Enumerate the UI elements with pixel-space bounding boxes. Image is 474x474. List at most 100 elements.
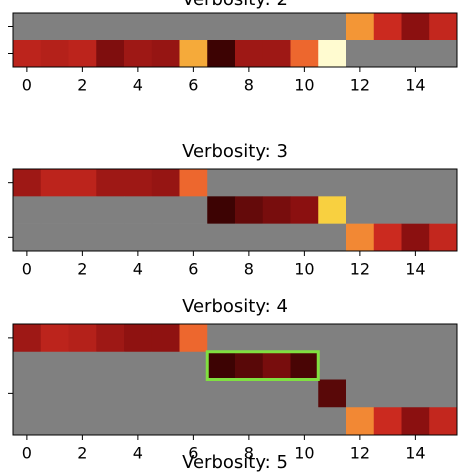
empty-cell — [262, 324, 291, 353]
cell — [346, 407, 375, 436]
empty-cell — [13, 407, 42, 436]
empty-cell — [346, 169, 375, 197]
empty-cell — [96, 407, 125, 436]
cell — [290, 196, 319, 224]
empty-cell — [235, 223, 264, 252]
empty-cell — [429, 351, 458, 380]
empty-cell — [429, 169, 458, 197]
empty-cell — [68, 407, 97, 436]
x-tick-label: 14 — [405, 76, 425, 95]
cell — [124, 324, 153, 353]
empty-cell — [346, 196, 375, 224]
cell — [68, 169, 97, 197]
cell — [207, 40, 236, 68]
cell — [207, 351, 236, 380]
cell — [318, 40, 347, 68]
empty-cell — [40, 379, 69, 408]
empty-cell — [68, 13, 97, 41]
x-tick-label: 14 — [405, 444, 425, 463]
x-tick-label: 8 — [244, 444, 254, 463]
empty-cell — [235, 324, 264, 353]
cell — [40, 40, 69, 68]
empty-cell — [124, 351, 153, 380]
empty-cell — [373, 379, 402, 408]
empty-cell — [13, 379, 42, 408]
empty-cell — [124, 196, 153, 224]
x-tick-label: 2 — [77, 444, 87, 463]
cell — [318, 196, 347, 224]
panel-title: Verbosity: 5 — [182, 452, 288, 473]
empty-cell — [151, 13, 180, 41]
cell — [235, 351, 264, 380]
empty-cell — [68, 351, 97, 380]
empty-cell — [373, 169, 402, 197]
x-tick-label: 10 — [294, 444, 314, 463]
x-tick-label: 2 — [77, 260, 87, 279]
empty-cell — [96, 351, 125, 380]
empty-cell — [96, 223, 125, 252]
cell — [40, 324, 69, 353]
empty-cell — [318, 223, 347, 252]
empty-cell — [151, 351, 180, 380]
empty-cell — [151, 196, 180, 224]
empty-cell — [235, 169, 264, 197]
axes-frame — [12, 168, 458, 252]
empty-cell — [13, 13, 42, 41]
cell — [262, 40, 291, 68]
empty-cell — [262, 407, 291, 436]
empty-cell — [151, 223, 180, 252]
empty-cell — [207, 379, 236, 408]
empty-cell — [373, 324, 402, 353]
cell — [429, 13, 458, 41]
axes-frame — [12, 323, 458, 436]
empty-cell — [262, 379, 291, 408]
empty-cell — [179, 223, 208, 252]
cell — [40, 169, 69, 197]
cell — [179, 324, 208, 353]
empty-cell — [179, 196, 208, 224]
empty-cell — [151, 407, 180, 436]
x-tick-label: 8 — [244, 260, 254, 279]
cell — [346, 223, 375, 252]
empty-cell — [290, 13, 319, 41]
empty-cell — [401, 196, 430, 224]
panel-title: Verbosity: 4 — [182, 296, 288, 317]
empty-cell — [401, 324, 430, 353]
empty-cell — [40, 351, 69, 380]
cell — [429, 223, 458, 252]
empty-cell — [96, 196, 125, 224]
x-tick-label: 12 — [350, 444, 370, 463]
x-tick-label: 2 — [77, 76, 87, 95]
empty-cell — [429, 196, 458, 224]
empty-cell — [373, 351, 402, 380]
cell — [151, 324, 180, 353]
x-tick-label: 14 — [405, 260, 425, 279]
x-tick-label: 4 — [133, 260, 143, 279]
empty-cell — [96, 13, 125, 41]
x-tick-label: 12 — [350, 76, 370, 95]
cell — [207, 196, 236, 224]
cell — [68, 324, 97, 353]
x-tick-label: 10 — [294, 260, 314, 279]
cell — [373, 223, 402, 252]
empty-cell — [318, 407, 347, 436]
cell — [346, 13, 375, 41]
cell — [373, 407, 402, 436]
cell — [179, 40, 208, 68]
empty-cell — [40, 13, 69, 41]
empty-cell — [429, 324, 458, 353]
empty-cell — [96, 379, 125, 408]
cell — [318, 379, 347, 408]
empty-cell — [401, 379, 430, 408]
empty-cell — [290, 169, 319, 197]
empty-cell — [429, 379, 458, 408]
cell — [124, 40, 153, 68]
empty-cell — [124, 13, 153, 41]
cell — [262, 196, 291, 224]
x-tick-label: 0 — [22, 444, 32, 463]
empty-cell — [179, 13, 208, 41]
empty-cell — [179, 351, 208, 380]
cell — [13, 40, 42, 68]
empty-cell — [68, 196, 97, 224]
